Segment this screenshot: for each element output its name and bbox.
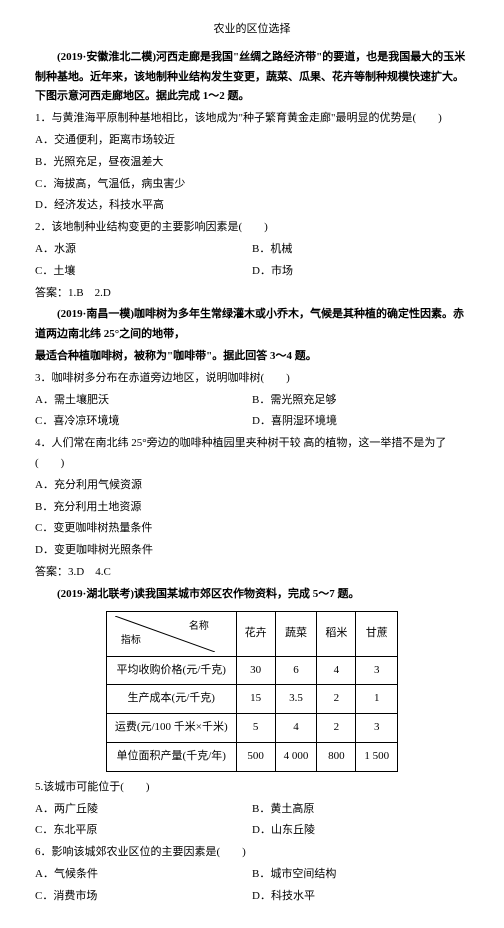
answer-3-4: 答案：3.D 4.C [35, 563, 469, 583]
cell: 1 500 [356, 742, 398, 771]
q2: 2．该地制种业结构变更的主要影响因素是( ) [35, 218, 469, 238]
crop-table: 名称 指标 花卉 蔬菜 稻米 甘蔗 平均收购价格(元/千克) 30 6 4 3 … [106, 611, 398, 772]
row-label: 运费(元/100 千米×千米) [106, 714, 236, 743]
cell: 500 [236, 742, 275, 771]
col-veg: 蔬菜 [275, 611, 317, 656]
q1: 1．与黄淮海平原制种基地相比，该地成为"种子繁育黄金走廊"最明显的优势是( ) [35, 109, 469, 129]
cell: 3.5 [275, 685, 317, 714]
q3-opt-d: D．喜阴湿环境境 [252, 412, 469, 432]
row-label: 平均收购价格(元/千克) [106, 656, 236, 685]
q4-opt-c: C．变更咖啡树热量条件 [35, 519, 469, 539]
cell: 4 [317, 656, 356, 685]
q6-opt-a: A．气候条件 [35, 865, 252, 885]
q5-opt-b: B．黄土高原 [252, 800, 469, 820]
answer-1-2: 答案：1.B 2.D [35, 284, 469, 304]
q4-opt-a: A．充分利用气候资源 [35, 476, 469, 496]
cell: 6 [275, 656, 317, 685]
cell: 15 [236, 685, 275, 714]
q5-opt-c: C．东北平原 [35, 821, 252, 841]
q3-opt-b: B．需光照充足够 [252, 391, 469, 411]
intro-1-text: (2019·安徽淮北二模)河西走廊是我国"丝绸之路经济带"的要道，也是我国最大的… [35, 51, 465, 103]
q3-opt-a: A．需土壤肥沃 [35, 391, 252, 411]
q2-opt-a: A．水源 [35, 240, 252, 260]
q4-opt-b: B．充分利用土地资源 [35, 498, 469, 518]
q6-opt-b: B．城市空间结构 [252, 865, 469, 885]
table-diag-cell: 名称 指标 [106, 611, 236, 656]
cell: 3 [356, 656, 398, 685]
col-cane: 甘蔗 [356, 611, 398, 656]
cell: 30 [236, 656, 275, 685]
q2-opt-b: B．机械 [252, 240, 469, 260]
q2-opt-c: C．土壤 [35, 262, 252, 282]
col-rice: 稻米 [317, 611, 356, 656]
intro-2b-text: 最适合种植咖啡树，被称为"咖啡带"。据此回答 3～4 题。 [35, 350, 317, 362]
q1-opt-d: D．经济发达，科技水平高 [35, 196, 469, 216]
cell: 3 [356, 714, 398, 743]
cell: 4 000 [275, 742, 317, 771]
cell: 2 [317, 714, 356, 743]
row-label: 生产成本(元/千克) [106, 685, 236, 714]
q1-opt-c: C．海拔高，气温低，病虫害少 [35, 175, 469, 195]
q1-opt-b: B．光照充足，昼夜温差大 [35, 153, 469, 173]
q5: 5.该城市可能位于( ) [35, 778, 469, 798]
cell: 2 [317, 685, 356, 714]
intro-2b: 最适合种植咖啡树，被称为"咖啡带"。据此回答 3～4 题。 [35, 347, 469, 367]
q1-opt-a: A．交通便利，距离市场较近 [35, 131, 469, 151]
q4: 4．人们常在南北纬 25°旁边的咖啡种植园里夹种树干较 高的植物，这一举措不是为… [35, 434, 469, 474]
q6: 6．影响该城郊农业区位的主要因素是( ) [35, 843, 469, 863]
cell: 4 [275, 714, 317, 743]
intro-3: (2019·湖北联考)读我国某城市郊区农作物资料，完成 5～7 题。 [35, 585, 469, 605]
q6-opt-c: C．消费市场 [35, 887, 252, 907]
q4-opt-d: D．变更咖啡树光照条件 [35, 541, 469, 561]
row-label: 单位面积产量(千克/年) [106, 742, 236, 771]
diag-bot: 指标 [121, 632, 141, 650]
q5-opt-a: A．两广丘陵 [35, 800, 252, 820]
q5-opt-d: D．山东丘陵 [252, 821, 469, 841]
q2-opt-d: D．市场 [252, 262, 469, 282]
cell: 1 [356, 685, 398, 714]
cell: 5 [236, 714, 275, 743]
diag-top: 名称 [189, 618, 209, 636]
cell: 800 [317, 742, 356, 771]
intro-3-text: (2019·湖北联考)读我国某城市郊区农作物资料，完成 5～7 题。 [57, 588, 360, 600]
intro-2a-text: (2019·南昌一模)咖啡树为多年生常绿灌木或小乔木，气候是其种植的确定性因素。… [35, 308, 464, 340]
intro-2a: (2019·南昌一模)咖啡树为多年生常绿灌木或小乔木，气候是其种植的确定性因素。… [35, 305, 469, 345]
q3-opt-c: C．喜冷凉环境境 [35, 412, 252, 432]
page-title: 农业的区位选择 [35, 20, 469, 40]
intro-1: (2019·安徽淮北二模)河西走廊是我国"丝绸之路经济带"的要道，也是我国最大的… [35, 48, 469, 107]
q6-opt-d: D．科技水平 [252, 887, 469, 907]
col-flower: 花卉 [236, 611, 275, 656]
q3: 3．咖啡树多分布在赤道旁边地区，说明咖啡树( ) [35, 369, 469, 389]
